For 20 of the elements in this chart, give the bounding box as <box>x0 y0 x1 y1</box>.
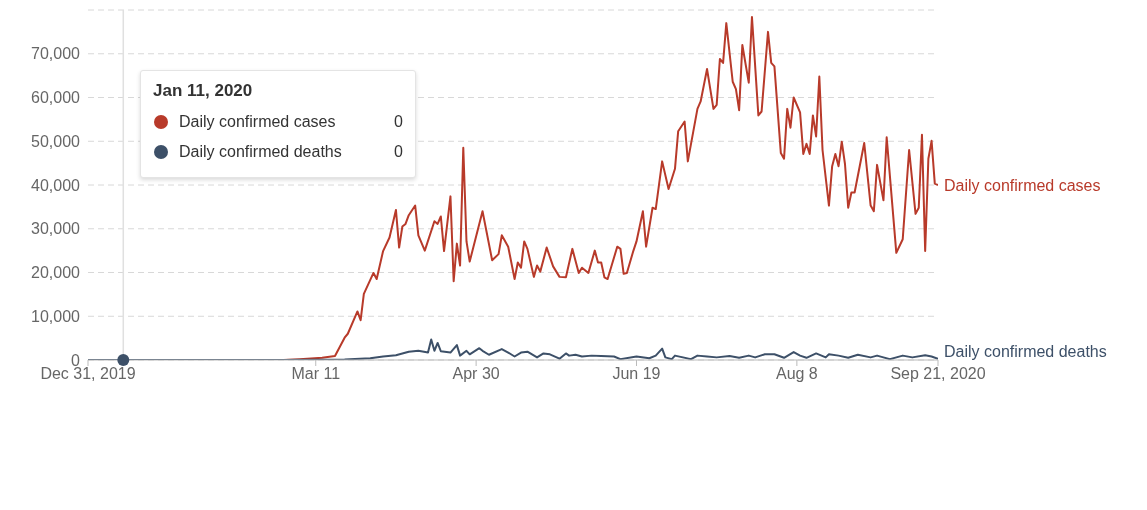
x-tick-label: Apr 30 <box>452 365 500 383</box>
y-tick-label: 10,000 <box>31 307 81 325</box>
x-tick-label: Dec 31, 2019 <box>40 365 136 383</box>
x-tick-label: Jun 19 <box>612 365 661 383</box>
text: Daily confirmed cases <box>944 177 1101 194</box>
x-tick-label: Sep 21, 2020 <box>890 365 986 383</box>
legend-label: Daily confirmed deaths <box>179 143 343 161</box>
annotation: 0 <box>394 143 403 161</box>
y-tick-label: 60,000 <box>31 89 81 107</box>
legend-label: Daily confirmed cases <box>179 113 337 131</box>
x-tick-label: Aug 8 <box>775 365 818 383</box>
y-tick-label: 40,000 <box>31 176 81 194</box>
legend-title: Jan 11, 2020 <box>153 81 254 101</box>
y-tick-label: 70,000 <box>31 45 81 63</box>
y-tick-label: 20,000 <box>31 264 81 282</box>
y-tick-label: 30,000 <box>31 220 81 238</box>
annotation: 0 <box>394 113 403 131</box>
y-tick-label: 50,000 <box>31 132 81 150</box>
text: Daily confirmed deaths <box>944 342 1107 360</box>
x-tick-label: Mar 11 <box>291 365 341 383</box>
